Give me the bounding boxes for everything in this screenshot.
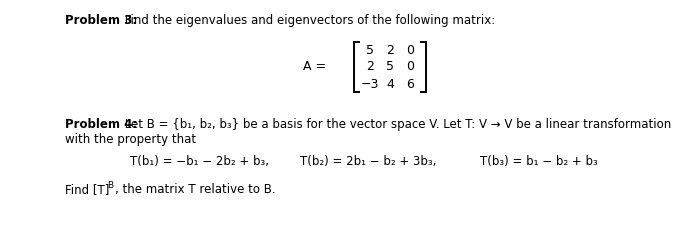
Text: 0: 0 — [406, 43, 414, 57]
Text: 6: 6 — [406, 77, 414, 91]
Text: T(b₃) = b₁ − b₂ + b₃: T(b₃) = b₁ − b₂ + b₃ — [480, 155, 598, 168]
Text: −3: −3 — [360, 77, 379, 91]
Text: 0: 0 — [406, 61, 414, 73]
Text: T(b₁) = −b₁ − 2b₂ + b₃,: T(b₁) = −b₁ − 2b₂ + b₃, — [130, 155, 269, 168]
Text: T(b₂) = 2b₁ − b₂ + 3b₃,: T(b₂) = 2b₁ − b₂ + 3b₃, — [300, 155, 436, 168]
Text: B: B — [107, 181, 113, 190]
Text: Problem 4:: Problem 4: — [65, 118, 137, 131]
Text: 2: 2 — [386, 43, 394, 57]
Text: with the property that: with the property that — [65, 133, 196, 146]
Text: Problem 3:: Problem 3: — [65, 14, 137, 27]
Text: 5: 5 — [366, 43, 374, 57]
Text: , the matrix T relative to B.: , the matrix T relative to B. — [115, 183, 276, 196]
Text: Let B = {b₁, b₂, b₃} be a basis for the vector space V. Let T: V → V be a linear: Let B = {b₁, b₂, b₃} be a basis for the … — [121, 118, 671, 131]
Text: 2: 2 — [366, 61, 374, 73]
Text: 5: 5 — [386, 61, 394, 73]
Text: Find the eigenvalues and eigenvectors of the following matrix:: Find the eigenvalues and eigenvectors of… — [121, 14, 496, 27]
Text: 4: 4 — [386, 77, 394, 91]
Text: A =: A = — [303, 61, 330, 73]
Text: Find [T]: Find [T] — [65, 183, 109, 196]
